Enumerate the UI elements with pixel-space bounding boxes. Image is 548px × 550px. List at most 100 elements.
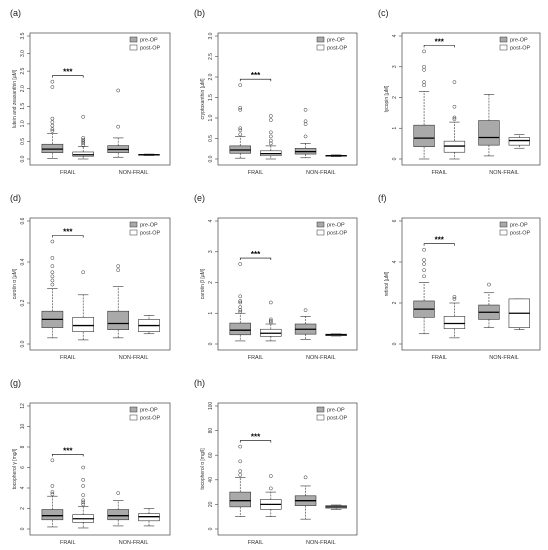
outlier-point [238,126,243,131]
outlier-point [81,465,86,470]
outlier-point [268,319,273,323]
outlier-point [268,300,273,305]
legend-swatch-pre [499,36,508,43]
significance-label: *** [251,433,261,442]
significance-label: *** [251,71,261,80]
legend-swatch-post [129,414,138,421]
box-post-0 [260,114,282,160]
y-tick-label: 3 [208,250,214,253]
category-label: NON-FRAIL [306,170,336,176]
significance-bracket [239,440,272,443]
outlier-point [238,105,243,110]
panel-d: (d) 0.0 0.2 0.4 0.6 carotin α [µM] FRAIL NON-FR… [10,193,171,361]
outlier-point [50,490,55,494]
y-tick-label: 0.5 [208,135,214,142]
box-post-0 [260,300,282,342]
outlier-point [268,138,273,143]
iqr-box [72,151,94,157]
y-axis-label: lutein and zeaxanthin [µM] [12,69,18,128]
outlier-point [50,85,55,89]
legend-label-pre: pre-OP [140,408,158,414]
plot-frame [401,32,541,166]
outlier-point [238,128,243,133]
iqr-box [72,317,94,333]
category-label: FRAIL [431,355,447,361]
outlier-point [50,79,55,84]
y-axis-label: tocopherol γ [mg/l] [12,448,18,489]
outlier-point [452,297,457,301]
outlier-point [81,143,86,147]
box-post-1 [138,153,160,156]
box-pre-0 [41,458,64,528]
legend-label-pre: pre-OP [140,223,158,229]
y-tick-label: 0.0 [20,340,26,347]
box-pre-1 [478,282,500,328]
outlier-point [422,268,426,273]
iqr-box [413,124,435,148]
y-tick-label: 0.0 [20,155,26,162]
y-tick-label: 40 [208,477,214,483]
y-tick-label: 4 [392,260,398,263]
outlier-point [452,295,457,299]
legend-swatch-pre [129,406,138,413]
legend-label-pre: pre-OP [510,223,528,229]
box-pre-0 [229,444,251,518]
box-post-1 [138,508,160,527]
y-tick-label: 1.5 [208,94,214,101]
outlier-point [452,80,457,84]
y-tick-label: 100 [208,402,214,411]
y-axis-label: lycopin [µM] [384,85,390,112]
panel-letter: (f) [378,193,387,203]
y-tick-label: 0.6 [20,217,26,224]
iqr-box [229,491,251,508]
outlier-point [238,459,243,464]
legend-label-post: post-OP [327,416,348,422]
outlier-point [238,262,243,266]
y-tick-label: 1.0 [20,120,26,127]
category-label: FRAIL [60,355,76,361]
y-tick-label: 3.0 [208,32,214,39]
outlier-point [268,114,273,118]
outlier-point [422,258,426,262]
significance-label: *** [63,446,73,455]
box-post-0 [260,474,282,518]
y-tick-label: 3 [392,65,398,68]
legend-label-post: post-OP [140,46,161,52]
outlier-point [50,278,55,283]
y-tick-label: 60 [208,452,214,458]
plot-frame [29,217,171,351]
outlier-point [81,139,86,144]
y-tick-label: 0.4 [20,258,26,265]
y-tick-label: 4 [392,34,398,37]
panel-f: (f) 0 2 4 6 retinol [µM] FRAIL NON-FRAIL *** pre-… [378,193,541,361]
outlier-point [116,88,121,93]
outlier-point [303,119,308,124]
outlier-point [238,473,243,477]
legend-label-pre: pre-OP [327,38,345,44]
outlier-point [50,458,55,463]
outlier-point [422,83,426,88]
outlier-point [422,80,426,84]
y-tick-label: 3.5 [20,32,26,39]
box-pre-0 [413,247,435,335]
box-pre-0 [413,49,435,160]
y-tick-label: 0 [392,157,398,160]
y-axis-label: carotin β [µM] [200,268,206,299]
outlier-point [487,282,491,287]
y-tick-label: 20 [208,501,214,507]
outlier-point [238,299,243,303]
y-tick-label: 2.5 [208,53,214,60]
box-post-1 [325,504,347,510]
legend-swatch-pre [499,221,508,228]
legend-swatch-post [129,229,138,236]
outlier-point [81,136,86,140]
outlier-point [81,498,86,503]
legend-label-post: post-OP [327,46,348,52]
outlier-point [116,268,121,273]
y-tick-label: 0 [208,527,214,530]
outlier-point [238,309,243,314]
y-tick-label: 4 [208,219,214,222]
y-tick-label: 0 [392,342,398,345]
legend-swatch-pre [316,221,325,228]
legend-swatch-post [499,229,508,236]
